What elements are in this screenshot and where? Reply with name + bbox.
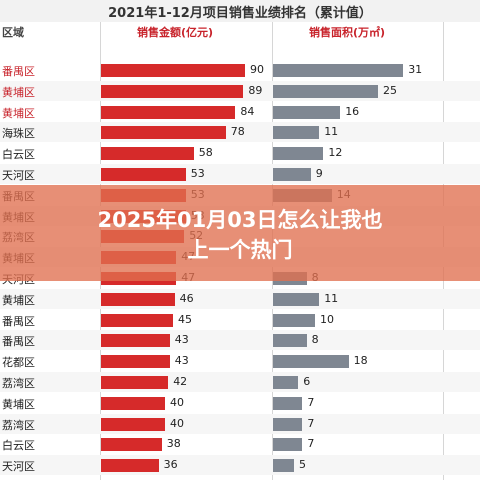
sales-bar [101,147,194,161]
sales-value-label: 45 [178,312,192,326]
overlay-text: 2025年01月03日怎么让我也 上一个热门 [12,205,468,265]
sales-header: 销售金额(亿元) [136,26,214,39]
sales-bar [101,313,173,327]
area-value-label: 18 [353,354,368,368]
sales-value-label: 58 [198,146,213,160]
area-value-label: 12 [328,146,343,160]
area-bar [273,396,303,410]
row-stripe [0,330,480,351]
region-label: 花都区 [2,356,35,370]
region-label: 荔湾区 [2,377,35,390]
area-value-label: 16 [345,104,360,118]
sales-bar [101,126,226,140]
sales-bar [101,168,186,181]
area-bar [273,147,324,161]
region-label: 番禺区 [2,314,35,328]
chart-title: 2021年1-12月项目销售业绩排名（累计值） [108,6,372,21]
area-bar [273,438,303,452]
sales-value-label: 40 [170,416,184,430]
sales-value-label: 46 [179,291,194,305]
area-value-label: 5 [299,458,306,472]
region-label: 黄埔区 [2,397,35,411]
area-bar [273,168,311,181]
overlay-line-2: 上一个热门 [187,238,293,262]
region-label: 白云区 [2,148,35,162]
area-value-label: 7 [307,416,315,430]
area-bar [273,126,320,140]
region-label: 黄埔区 [2,85,35,99]
area-bar [273,313,315,327]
sales-value-label: 78 [230,125,245,139]
sales-bar [101,355,170,369]
area-bar [273,64,404,77]
sales-value-label: 36 [163,458,178,472]
region-label: 番禺区 [2,65,35,78]
region-label: 白云区 [2,439,35,453]
row-stripe [0,455,480,476]
region-label: 海珠区 [2,127,35,141]
area-value-label: 8 [311,333,319,347]
area-bar [273,459,294,473]
area-value-label: 7 [307,395,315,409]
area-value-label: 6 [303,375,311,388]
sales-value-label: 89 [248,83,263,97]
region-label: 黄埔区 [2,106,35,120]
sales-value-label: 40 [170,395,184,409]
sales-bar [101,64,245,77]
overlay-line-1: 2025年01月03日怎么让我也 [97,208,383,232]
row-stripe [0,164,480,184]
area-value-label: 11 [324,291,339,305]
area-value-label: 31 [408,63,423,76]
area-bar [273,84,378,98]
area-value-label: 7 [307,437,315,451]
sales-bar [101,334,170,348]
area-value-label: 9 [315,167,323,180]
sales-value-label: 53 [190,167,205,180]
sales-bar [101,376,169,389]
sales-value-label: 90 [250,63,264,76]
region-label: 天河区 [2,460,35,474]
area-bar [273,417,303,431]
region-label: 番禺区 [2,335,35,349]
region-label: 荔湾区 [2,418,35,432]
area-bar [273,334,307,348]
sales-bar [101,292,175,306]
region-label: 黄埔区 [2,293,35,307]
area-bar [273,105,341,119]
sales-bar [101,438,162,452]
area-value-label: 10 [320,312,334,326]
area-bar [273,292,320,306]
row-stripe [0,372,480,392]
area-value-label: 25 [383,83,397,97]
sales-value-label: 43 [174,354,189,368]
sales-value-label: 42 [173,375,188,388]
sales-bar [101,459,159,473]
sales-value-label: 38 [166,437,181,451]
region-header: 区域 [2,26,24,39]
sales-bar [101,417,165,431]
sales-value-label: 84 [240,104,255,118]
sales-bar [101,105,236,119]
row-stripe [0,288,480,309]
title-strip [0,0,480,22]
row-stripe [0,413,480,434]
area-header: 销售面积(万㎡) [308,26,386,39]
area-bar [273,376,299,389]
area-bar [273,355,349,369]
region-label: 天河区 [2,169,35,182]
sales-bar [101,84,244,98]
area-value-label: 11 [324,125,339,139]
sales-bar [101,396,165,410]
overlay-banner [0,185,480,281]
sales-value-label: 43 [174,333,189,347]
